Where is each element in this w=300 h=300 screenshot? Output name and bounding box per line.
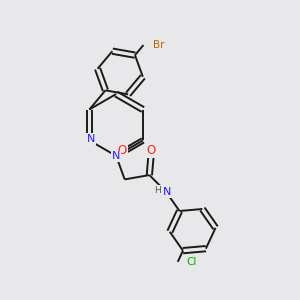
Text: Cl: Cl	[186, 257, 196, 267]
Text: N: N	[87, 134, 95, 144]
Text: O: O	[146, 144, 156, 157]
Text: O: O	[118, 144, 127, 157]
Text: Br: Br	[153, 40, 164, 50]
Text: H: H	[154, 186, 161, 195]
Text: N: N	[112, 152, 120, 161]
Text: N: N	[163, 187, 172, 197]
